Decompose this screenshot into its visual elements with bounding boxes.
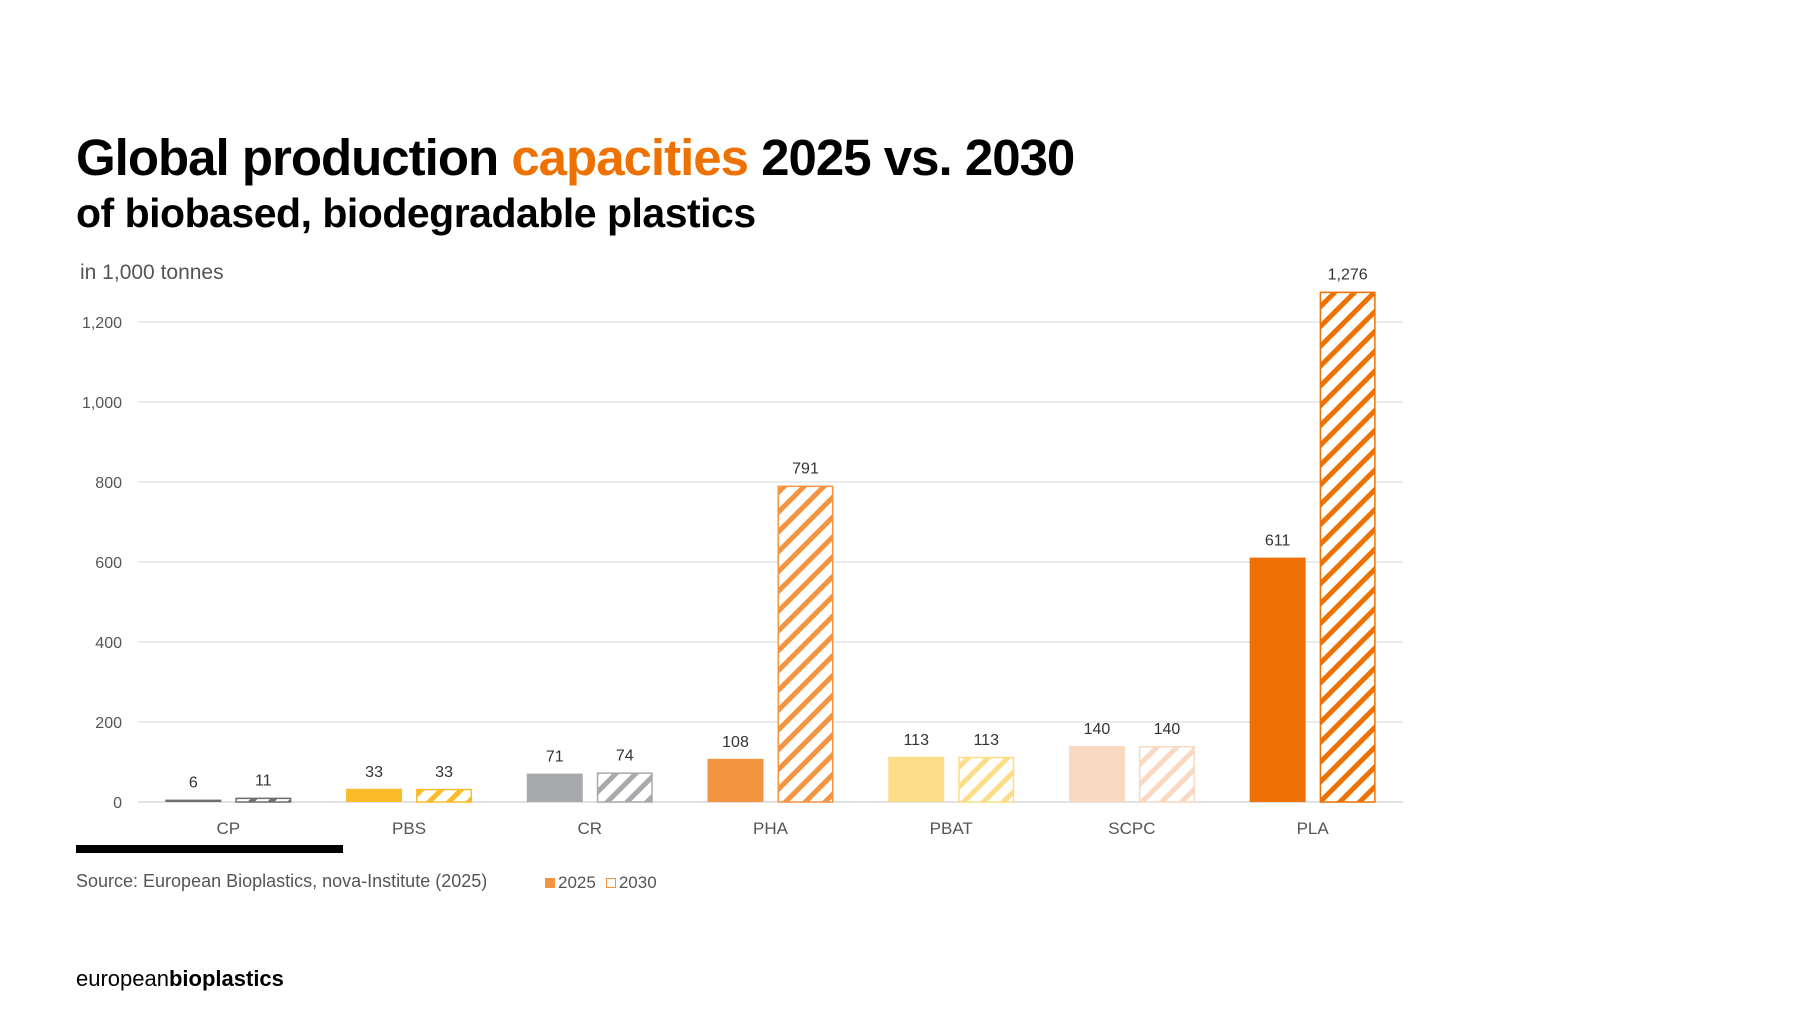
data-label: 74 [616,747,634,764]
data-label: 611 [1265,533,1291,550]
data-label: 113 [903,732,929,749]
bar-cp-2025 [165,799,222,802]
data-label: 108 [722,734,749,751]
y-tick-label: 200 [95,715,122,732]
bars [165,291,1376,803]
bar-pha-2025 [707,758,764,802]
source-note: Source: European Bioplastics, nova-Insti… [76,871,488,891]
title-part2: 2025 vs. 2030 [747,129,1075,186]
bar-pbat-2025 [888,756,945,802]
x-tick-label: SCPC [1108,819,1155,838]
bar-pbat-2030 [958,756,1015,803]
chart-title: Global production capacities 2025 vs. 20… [76,129,1075,186]
bar-pla-2030 [1319,291,1376,803]
x-tick-label: CP [217,819,241,838]
bar-pha-2030 [777,485,834,803]
bar-cp-2030 [235,797,292,803]
y-tick-label: 1,000 [82,395,122,412]
data-label: 6 [189,775,198,792]
data-label: 71 [546,749,564,766]
data-label: 33 [435,764,453,781]
gridlines [138,321,1403,803]
divider-rule [76,845,343,853]
data-label: 140 [1084,721,1111,738]
y-tick-label: 400 [95,635,122,652]
bar-cr-2030 [596,772,653,803]
bar-pbs-2025 [346,788,403,802]
y-tick-label: 1,200 [82,315,122,332]
legend-label: 2030 [618,873,657,892]
y-tick-label: 0 [113,795,122,812]
legend: 2025 2030 [545,873,657,893]
title-accent: capacities [511,129,749,186]
bar-pla-2025 [1249,557,1306,802]
x-tick-label: PHA [753,819,789,838]
legend-swatch-solid [545,878,555,888]
x-tick-label: PBS [392,819,426,838]
x-axis-ticks: CP PBS CR PHA PBAT SCPC PLA [217,819,1330,838]
data-label: 1,276 [1328,267,1368,284]
y-tick-label: 800 [95,475,122,492]
title-part1: Global production [76,129,512,186]
chart-subtitle: of biobased, biodegradable plastics [76,190,756,236]
data-label: 140 [1154,721,1181,738]
y-tick-label: 600 [95,555,122,572]
x-tick-label: CR [578,819,603,838]
x-tick-label: PLA [1297,819,1330,838]
legend-item-2025: 2025 [545,873,596,893]
y-axis-unit-label: in 1,000 tonnes [80,261,224,284]
data-label: 791 [792,461,819,478]
logo-bold: bioplastics [168,966,284,991]
european-bioplastics-logo: europeanbioplastics [76,966,284,992]
bar-cr-2025 [526,773,583,802]
legend-label: 2025 [558,873,596,892]
logo-regular: european [76,966,169,991]
x-tick-label: PBAT [930,819,973,838]
bar-scpc-2030 [1138,746,1195,803]
bar-scpc-2025 [1068,746,1125,802]
bar-pbs-2030 [416,788,473,803]
legend-item-2030: 2030 [605,873,657,893]
y-axis-ticks: 0 200 400 600 800 1,000 1,200 [82,315,122,812]
data-label: 113 [973,732,999,749]
legend-swatch-outline [605,878,616,888]
data-label: 33 [365,764,383,781]
data-label: 11 [255,773,272,790]
